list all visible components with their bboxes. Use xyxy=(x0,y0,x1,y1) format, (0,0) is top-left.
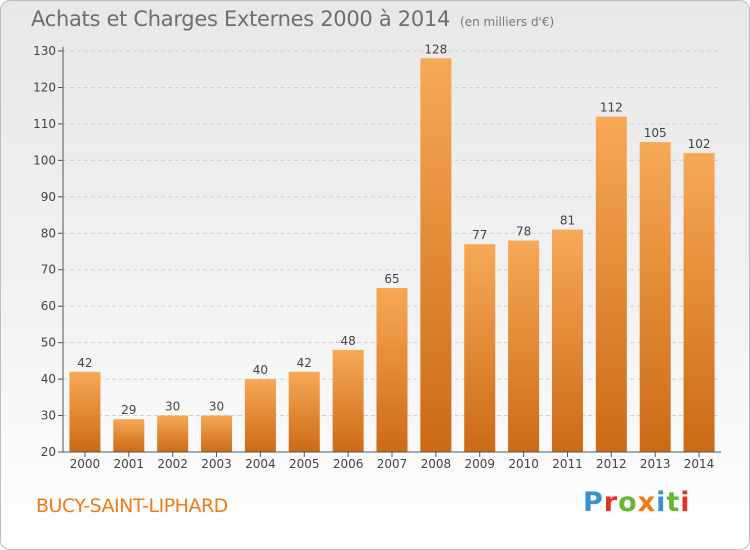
x-tick-label: 2009 xyxy=(464,457,495,471)
chart-title: Achats et Charges Externes 2000 à 2014 (e… xyxy=(31,7,554,31)
x-tick-label: 2011 xyxy=(552,457,583,471)
x-tick-label: 2014 xyxy=(684,457,715,471)
bar xyxy=(69,371,101,452)
x-tick-label: 2002 xyxy=(157,457,188,471)
y-tick-label: 60 xyxy=(41,299,56,313)
y-tick-label: 30 xyxy=(41,409,56,423)
bar xyxy=(113,419,145,452)
logo-letter: i xyxy=(680,487,691,518)
x-tick-label: 2001 xyxy=(114,457,145,471)
x-tick-label: 2004 xyxy=(245,457,276,471)
logo-letter: x xyxy=(637,487,657,518)
proxiti-logo[interactable]: Proxiti xyxy=(583,487,691,518)
y-tick-label: 40 xyxy=(41,372,56,386)
y-tick-label: 120 xyxy=(33,80,56,94)
x-tick-label: 2013 xyxy=(640,457,671,471)
bar xyxy=(157,415,189,452)
logo-letter: t xyxy=(666,487,681,518)
data-label: 42 xyxy=(297,356,312,370)
y-tick-label: 110 xyxy=(33,117,56,131)
y-tick-label: 100 xyxy=(33,153,56,167)
x-tick-label: 2008 xyxy=(421,457,452,471)
data-label: 128 xyxy=(424,42,447,56)
x-tick-label: 2005 xyxy=(289,457,320,471)
bar xyxy=(332,349,364,452)
x-tick-label: 2012 xyxy=(596,457,627,471)
data-label: 112 xyxy=(600,101,623,115)
chart-subtitle: (en milliers d'€) xyxy=(460,15,555,29)
logo-letter: r xyxy=(603,487,619,518)
axes: 20 30 40 50 60 70 80 90 100 110 120 130 2000 2001 2002… xyxy=(33,44,721,471)
bar xyxy=(376,287,408,452)
y-tick-label: 90 xyxy=(41,190,56,204)
data-label: 42 xyxy=(77,356,92,370)
bar xyxy=(639,142,671,453)
logo-letter: P xyxy=(583,487,604,518)
data-label: 30 xyxy=(165,400,180,414)
bar xyxy=(551,229,583,452)
data-label: 40 xyxy=(253,363,268,377)
bar xyxy=(201,415,233,452)
bars xyxy=(69,58,715,453)
logo-letter: i xyxy=(656,487,667,518)
data-label: 30 xyxy=(209,400,224,414)
data-label: 29 xyxy=(121,403,136,417)
bar xyxy=(244,379,276,452)
bar xyxy=(508,240,540,452)
data-label: 81 xyxy=(560,214,575,228)
data-label: 77 xyxy=(472,228,487,242)
y-tick-label: 20 xyxy=(41,445,56,459)
data-label: 102 xyxy=(688,137,711,151)
x-tick-label: 2000 xyxy=(70,457,101,471)
bar xyxy=(288,371,320,452)
bar xyxy=(464,244,496,452)
y-tick-label: 80 xyxy=(41,226,56,240)
data-label: 65 xyxy=(384,272,399,286)
x-tick-label: 2006 xyxy=(333,457,364,471)
data-label: 78 xyxy=(516,225,531,239)
x-tick-label: 2010 xyxy=(508,457,539,471)
y-tick-label: 50 xyxy=(41,336,56,350)
bar xyxy=(595,116,627,453)
logo-letter: o xyxy=(618,487,638,518)
town-name: BUCY-SAINT-LIPHARD xyxy=(36,495,228,517)
bar xyxy=(420,58,452,453)
y-tick-label: 130 xyxy=(33,44,56,58)
data-label: 48 xyxy=(340,334,355,348)
data-labels: 42 29 30 30 40 42 48 65 128 77 78 81 112 105 102 xyxy=(77,42,710,417)
title-text: Achats et Charges Externes 2000 à 2014 xyxy=(31,7,451,31)
data-label: 105 xyxy=(644,126,667,140)
y-tick-label: 70 xyxy=(41,263,56,277)
x-tick-label: 2007 xyxy=(377,457,408,471)
bar xyxy=(683,153,715,452)
x-tick-label: 2003 xyxy=(201,457,232,471)
